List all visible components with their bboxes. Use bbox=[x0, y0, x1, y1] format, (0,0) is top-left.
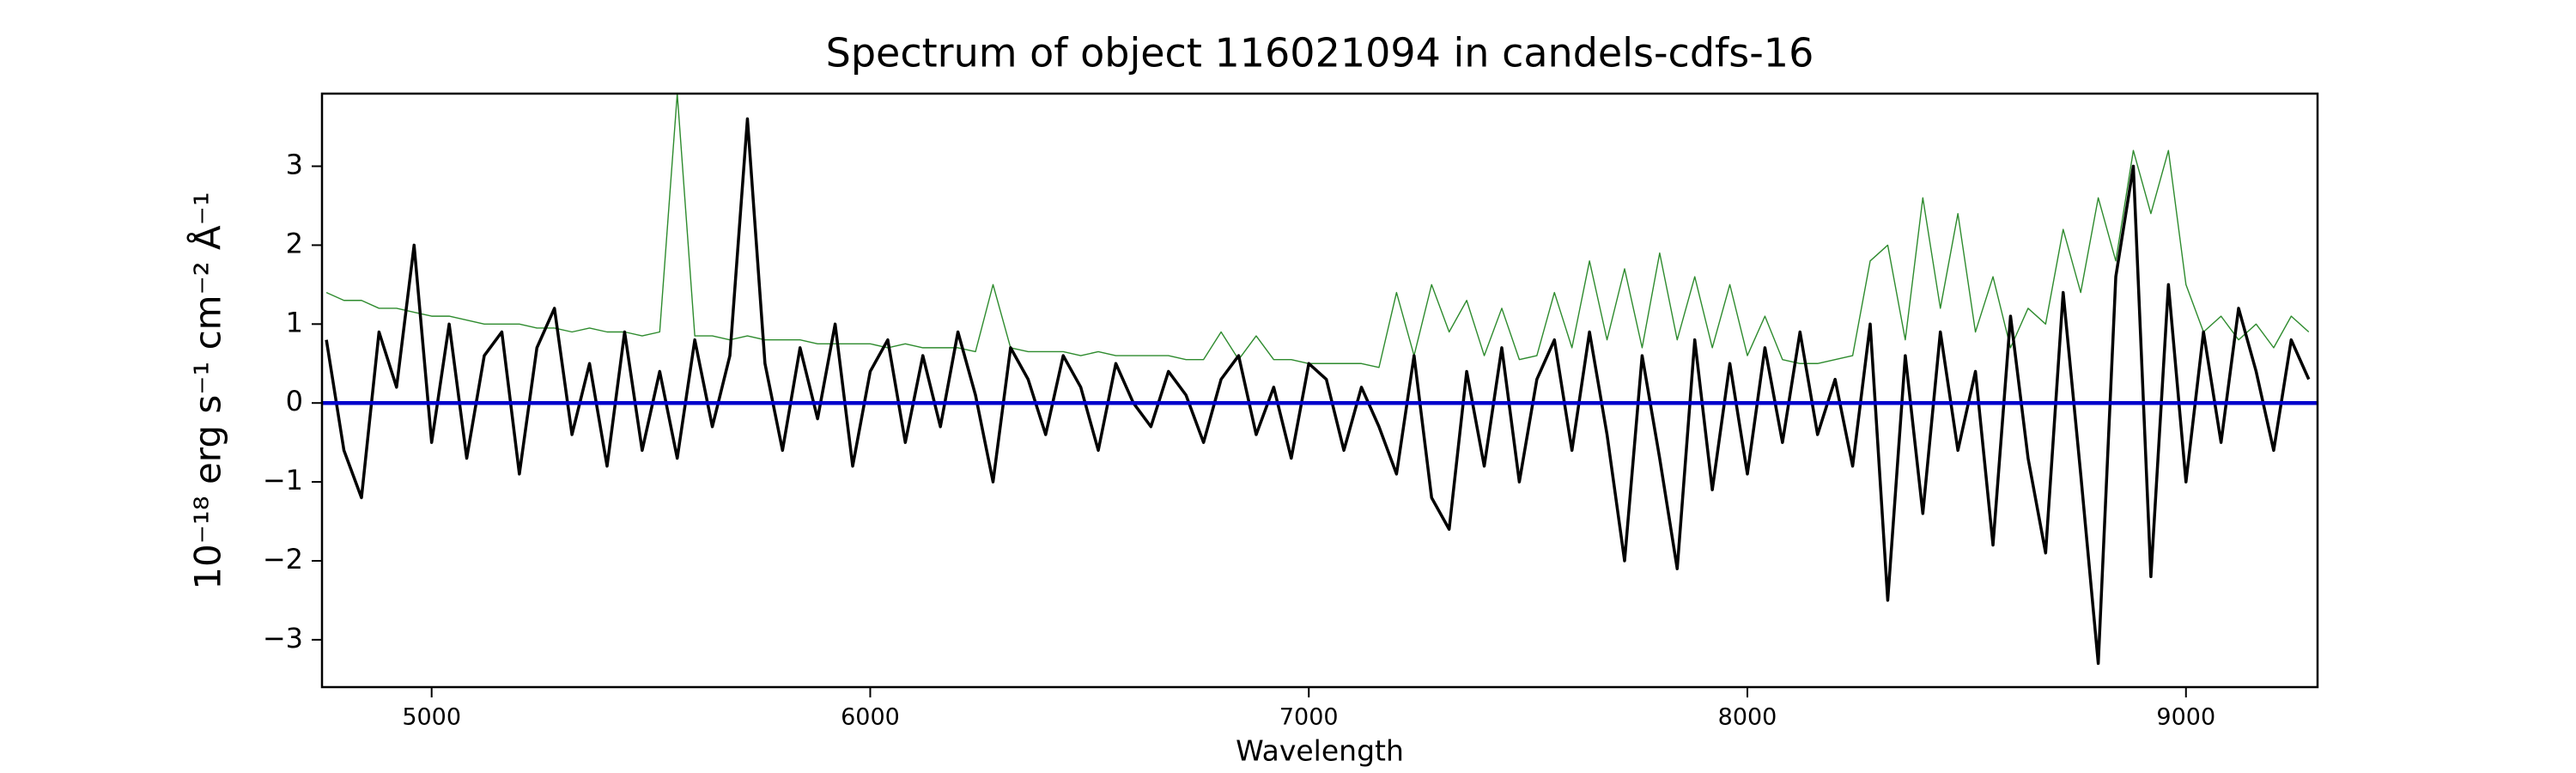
x-tick-label: 5000 bbox=[402, 704, 461, 731]
plot-area bbox=[322, 94, 2318, 666]
x-tick-label: 8000 bbox=[1718, 704, 1777, 731]
y-tick-label: 1 bbox=[286, 306, 303, 338]
axes-frame bbox=[320, 92, 2319, 689]
y-tick-label: −2 bbox=[263, 543, 303, 575]
y-tick-label: −3 bbox=[263, 622, 303, 654]
spectrum-line bbox=[325, 94, 2310, 368]
x-tick-label: 9000 bbox=[2156, 704, 2215, 731]
x-axis-label: Wavelength bbox=[1236, 734, 1404, 768]
y-tick-label: 2 bbox=[286, 227, 303, 259]
y-tick-label: −1 bbox=[263, 464, 303, 496]
y-axis-label: 10⁻¹⁸ erg s⁻¹ cm⁻² Å⁻¹ bbox=[186, 192, 229, 589]
chart-title: Spectrum of object 116021094 in candels-… bbox=[826, 30, 1814, 76]
y-tick-label: 3 bbox=[286, 149, 303, 181]
x-tick-label: 7000 bbox=[1279, 704, 1339, 731]
x-tick-label: 6000 bbox=[841, 704, 900, 731]
spectrum-line bbox=[325, 117, 2311, 666]
y-tick-label: 0 bbox=[286, 385, 303, 417]
